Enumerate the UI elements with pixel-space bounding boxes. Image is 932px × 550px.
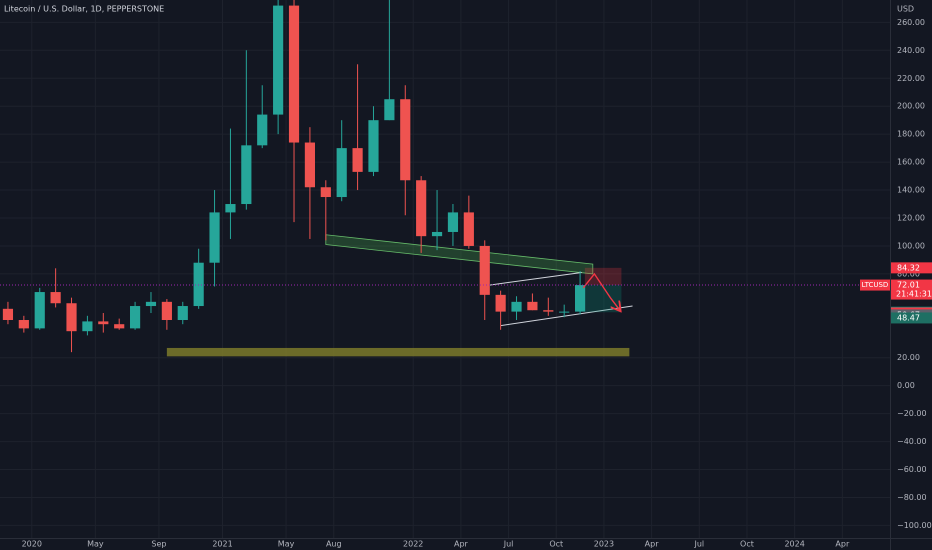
last-price-tag [891, 279, 932, 300]
candle-body [352, 148, 363, 172]
candle-body [34, 292, 45, 329]
candle-body [336, 148, 347, 198]
candle-body [575, 285, 586, 312]
grid [0, 0, 890, 538]
candle-body [193, 262, 204, 307]
candle-body [273, 5, 284, 115]
drawings [166, 234, 633, 357]
candle-body [463, 212, 474, 246]
y-tick-label: 0.00 [897, 381, 915, 390]
candle-body [209, 212, 220, 263]
candle-body [527, 301, 538, 311]
candle-body [82, 321, 93, 332]
candle-body [50, 292, 61, 304]
x-tick-label: Jul [693, 540, 704, 549]
x-tick-label: 2022 [403, 540, 423, 549]
candle-body [368, 120, 379, 172]
candle-body [18, 320, 29, 329]
x-tick-label: 2023 [594, 540, 614, 549]
candle-body [225, 204, 236, 213]
candle-body [400, 99, 411, 181]
price-tag-label: 84.32 [897, 263, 920, 272]
candle-body [479, 245, 490, 295]
y-axis-unit: USD [897, 5, 914, 14]
y-tick-label: −40.00 [897, 437, 927, 446]
x-tick-label: Apr [645, 540, 660, 549]
x-tick-label: 2020 [22, 540, 42, 549]
candle-body [114, 324, 125, 329]
candle-body [559, 311, 570, 313]
candle-body [98, 321, 109, 325]
x-tick-label: Jul [503, 540, 514, 549]
candle-body [241, 145, 252, 205]
support-zone [166, 347, 630, 357]
y-tick-label: 180.00 [897, 130, 925, 139]
x-tick-label: Oct [549, 540, 563, 549]
y-tick-label: 140.00 [897, 186, 925, 195]
candles [2, 0, 586, 353]
candle-body [511, 301, 522, 312]
chart-title: Litecoin / U.S. Dollar, 1D, PEPPERSTONE [4, 5, 164, 14]
x-tick-label: May [278, 540, 295, 549]
x-tick-label: Aug [326, 540, 342, 549]
price-tag-label: 48.47 [897, 313, 920, 322]
projection-arrow [582, 272, 620, 310]
y-tick-label: 20.00 [897, 353, 920, 362]
y-tick-label: −60.00 [897, 465, 927, 474]
x-tick-label: 2024 [784, 540, 804, 549]
countdown: 21:41:31 [896, 290, 932, 299]
x-tick-label: Oct [740, 540, 754, 549]
reward-zone [584, 285, 622, 313]
candle-body [2, 308, 14, 321]
last-price-label: 72.01 [897, 281, 920, 290]
x-tick-label: Apr [454, 540, 469, 549]
y-tick-label: 160.00 [897, 158, 925, 167]
overlay [0, 272, 890, 310]
y-tick-label: 100.00 [897, 241, 925, 250]
candle-body [304, 142, 315, 188]
x-tick-label: Apr [835, 540, 850, 549]
candle-body [145, 301, 157, 307]
candle-body [320, 187, 331, 198]
candle-body [416, 180, 427, 237]
y-tick-label: −100.00 [897, 521, 932, 530]
price-tag [891, 312, 932, 324]
axes: 260.00 240.00 220.00 200.00 180.00 160.00 140.… [22, 18, 932, 549]
candle-body [495, 294, 506, 312]
y-tick-label: 240.00 [897, 46, 925, 55]
x-tick-label: 2021 [212, 540, 232, 549]
y-tick-label: 260.00 [897, 18, 925, 27]
resistance-channel [325, 234, 594, 275]
candle-body [431, 231, 443, 237]
candle-body [288, 5, 300, 143]
price-tag [891, 262, 932, 274]
candle-body [130, 306, 141, 329]
y-tick-label: −80.00 [897, 493, 927, 502]
risk-zone [584, 267, 622, 286]
candle-body [384, 99, 395, 121]
x-tick-label: Sep [151, 540, 166, 549]
y-tick-label: 200.00 [897, 102, 925, 111]
symbol-tag [860, 279, 890, 291]
candle-body [447, 212, 459, 232]
y-tick-label: 80.00 [897, 269, 920, 278]
candle-body [177, 306, 188, 321]
y-tick-label: −20.00 [897, 409, 927, 418]
candle-body [257, 114, 268, 146]
candle-body [66, 303, 77, 332]
candle-body [161, 301, 172, 321]
y-tick-label: 120.00 [897, 213, 925, 222]
symbol-label: LTCUSD [862, 281, 889, 289]
y-tick-label: 220.00 [897, 74, 925, 83]
trend-line [489, 271, 582, 286]
candle-body [543, 310, 554, 312]
x-tick-label: May [87, 540, 104, 549]
